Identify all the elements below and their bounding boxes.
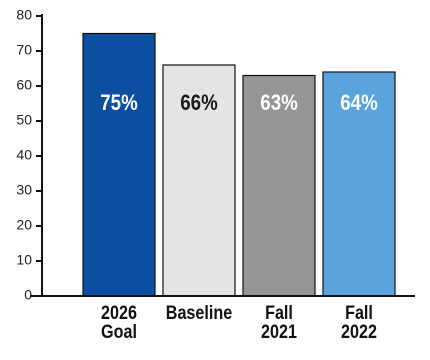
value-label: 75% [100,91,137,115]
y-tick-label: 70 [16,42,32,58]
y-tick-label: 20 [16,217,32,233]
y-tick-label: 60 [16,77,32,93]
y-tick-label: 30 [16,182,32,198]
x-tick-label: Fall 2022 [341,303,377,343]
x-tick-label: 2026 Goal [101,303,137,343]
y-tick-label: 80 [16,7,32,23]
y-tick-label: 0 [24,287,32,303]
value-label: 66% [180,91,217,115]
bar [162,64,236,297]
value-label: 64% [340,91,377,115]
bar [82,32,156,297]
y-tick-label: 40 [16,147,32,163]
value-label: 63% [260,91,297,115]
x-tick-label: Fall 2021 [261,303,297,343]
x-tick-label: Baseline [165,303,233,324]
y-tick-label: 10 [16,252,32,268]
y-tick-label: 50 [16,112,32,128]
